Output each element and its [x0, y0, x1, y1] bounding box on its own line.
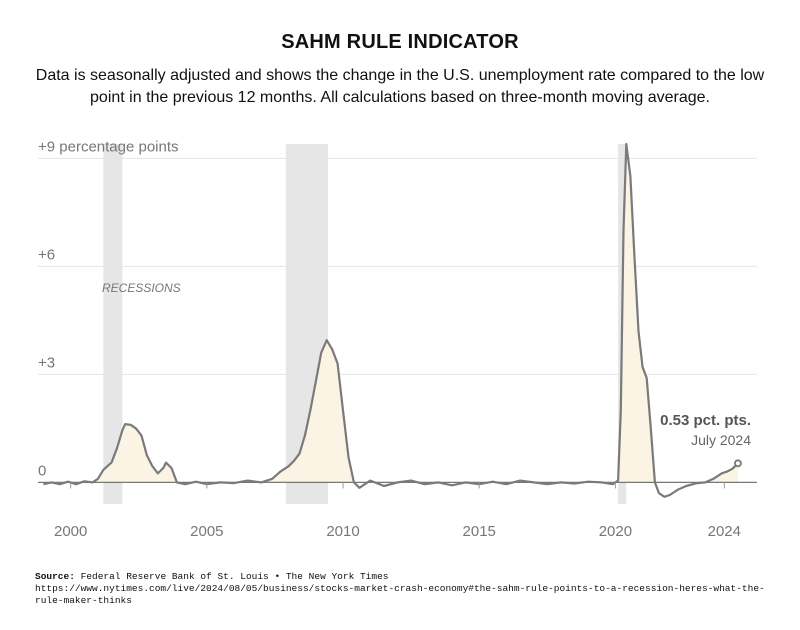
recession-band-1 [103, 144, 123, 504]
recessions-label: RECESSIONS [102, 281, 181, 295]
area-fill [43, 144, 738, 483]
latest-point-marker [734, 459, 742, 468]
source-text: Federal Reserve Bank of St. Louis • The … [80, 571, 389, 582]
chart-subtitle: Data is seasonally adjusted and shows th… [35, 67, 765, 106]
annotation-date: July 2024 [691, 432, 751, 448]
y-tick-label-1: +3 [38, 354, 55, 371]
y-tick-label-3: +9 percentage points [38, 138, 179, 155]
x-tick-label-1: 2005 [190, 523, 223, 540]
series-line [43, 142, 739, 498]
y-tick-label-2: +6 [38, 246, 55, 263]
x-tick-label-3: 2015 [463, 523, 496, 540]
annotation-value: 0.53 pct. pts. [660, 412, 751, 429]
source-url[interactable]: https://www.nytimes.com/live/2024/08/05/… [35, 583, 765, 606]
x-tick-label-2: 2010 [326, 523, 359, 540]
chart-title: SAHM RULE INDICATOR [281, 31, 519, 53]
y-tick-label-0: 0 [38, 462, 46, 479]
source-label: Source: [35, 571, 75, 582]
x-tick-label-4: 2020 [599, 523, 632, 540]
source-note: Source: Federal Reserve Bank of St. Loui… [35, 571, 775, 607]
x-tick-label-0: 2000 [54, 523, 87, 540]
x-tick-label-5: 2024 [708, 523, 741, 540]
